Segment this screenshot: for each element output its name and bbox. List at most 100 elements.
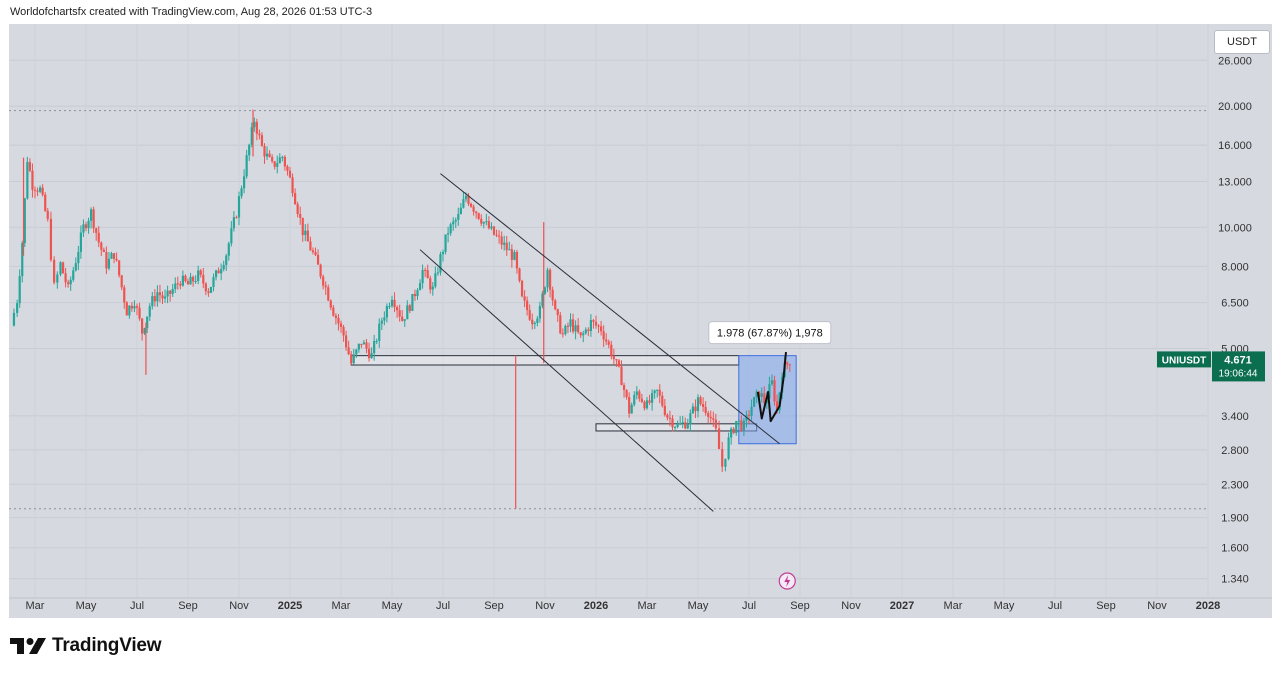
candle-body [505,242,508,251]
candle-body [579,332,582,336]
y-tick-label: 2.800 [1221,445,1249,457]
candle-body [638,391,641,399]
candle-body [125,302,128,316]
x-tick-label: 2027 [890,600,914,612]
candle-body [311,250,315,253]
candle-body [309,241,312,251]
candle-body [768,384,771,399]
candle-body [523,296,526,301]
candle-body [243,176,246,189]
x-tick-label: May [382,600,403,612]
x-tick-label: Sep [484,600,504,612]
candle-body [732,428,735,434]
candle-countdown-text: 19:06:44 [1219,368,1258,379]
candle-body [199,270,202,275]
candle-body [689,413,692,425]
candle-body [130,305,133,309]
candle-body [411,293,414,311]
y-tick-label: 6.500 [1221,298,1249,310]
candle-body [696,397,700,412]
candle-body [543,287,547,294]
candle-body [653,390,656,394]
candle-body [441,251,445,255]
y-tick-label: 8.000 [1221,261,1249,273]
candle-body [306,230,309,242]
candle-body [597,325,600,327]
candle-body [403,319,406,321]
price-chart[interactable]: 26.000 20.000 16.000 13.000 10.000 8.000 6.500… [9,24,1272,618]
tradingview-logo: TradingView [10,635,162,657]
candle-body [319,264,322,277]
candle-body [577,325,580,333]
candle-body [217,270,220,274]
candle-body [600,326,603,332]
candle-body [120,275,123,288]
candle-body [396,307,399,311]
candle-body [260,135,264,147]
candle-body [388,306,391,308]
candle-body [90,209,93,221]
candle-body [536,318,539,323]
y-tick-label: 3.400 [1221,411,1249,423]
candle-body [541,293,544,307]
candle-body [352,354,355,364]
x-tick-label: Sep [790,600,810,612]
candle-body [67,282,70,285]
candle-body [418,283,422,291]
candle-body [492,226,496,235]
candle-body [513,251,516,260]
candle-body [707,412,710,417]
candle-body [645,400,649,409]
candle-body [408,305,411,311]
candle-body [288,170,292,178]
x-tick-label: May [994,600,1015,612]
candle-body [291,177,294,194]
candle-body [406,305,409,320]
candle-body [370,353,373,359]
candle-body [449,224,452,234]
candle-body [658,389,661,396]
candle-body [747,414,751,416]
x-tick-label: Mar [26,600,45,612]
currency-selector-button[interactable]: USDT [1214,30,1270,54]
candle-body [589,320,592,331]
candle-body [681,422,684,424]
measure-label-text: 1.978 (67.87%) 1,978 [717,328,823,340]
candle-body [250,127,253,145]
candle-body [197,270,200,281]
candle-body [102,249,105,252]
candle-body [714,419,717,429]
candle-body [365,342,368,349]
x-tick-label: Sep [1096,600,1116,612]
candle-body [192,276,195,282]
candle-body [760,393,763,397]
candle-body [248,144,251,156]
x-tick-label: Jul [130,600,144,612]
candle-body [380,320,383,324]
candle-body [424,269,427,271]
candle-body [508,249,511,251]
candle-body [686,424,689,429]
x-tick-label: Mar [332,600,351,612]
candle-body [339,323,343,327]
x-tick-label: Sep [178,600,198,612]
candle-body [271,156,274,162]
candle-body [138,307,141,319]
candle-body [551,289,554,301]
candle-body [398,310,401,317]
candle-body [107,258,111,269]
candle-body [12,312,16,326]
candle-body [515,251,519,269]
candle-body [485,221,488,223]
candle-body [742,420,745,431]
chart-frame[interactable]: 26.000 20.000 16.000 13.000 10.000 8.000 6.500… [9,24,1272,618]
candle-body [559,315,562,334]
y-tick-label: 1.900 [1221,513,1249,525]
candle-body [554,300,557,310]
candle-body [528,310,531,320]
candle-body [72,270,75,280]
resistance-zone [350,355,740,366]
candle-body [721,449,724,467]
candle-body [383,317,386,321]
candle-body [490,226,493,229]
